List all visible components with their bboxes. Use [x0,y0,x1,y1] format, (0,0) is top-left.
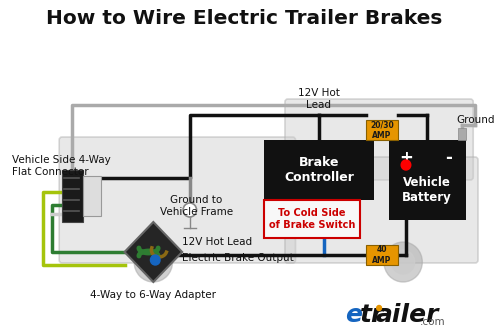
Text: Electric Brake Output: Electric Brake Output [182,253,294,263]
Circle shape [134,242,172,282]
Text: To Cold Side
of Brake Switch: To Cold Side of Brake Switch [268,208,355,230]
Bar [264,200,360,238]
FancyBboxPatch shape [285,157,478,263]
Bar [83,176,100,216]
Bar [264,140,374,200]
Text: -: - [445,149,452,167]
Text: ailer: ailer [375,303,438,327]
FancyBboxPatch shape [59,137,296,263]
Circle shape [142,250,165,274]
Text: e: e [346,303,362,327]
Text: 20/30
AMP: 20/30 AMP [370,120,394,140]
Circle shape [401,160,411,170]
Text: Vehicle Side 4-Way
Flat Connector: Vehicle Side 4-Way Flat Connector [12,155,111,177]
Circle shape [150,255,160,265]
Polygon shape [124,222,182,282]
Circle shape [392,250,414,274]
Bar [366,120,398,140]
Text: tr: tr [360,303,384,327]
Text: 12V Hot Lead: 12V Hot Lead [182,237,252,247]
Text: 12V Hot
Lead: 12V Hot Lead [298,88,340,110]
FancyBboxPatch shape [285,99,473,180]
Text: 4-Way to 6-Way Adapter: 4-Way to 6-Way Adapter [90,290,216,300]
Text: .com: .com [420,317,445,327]
Text: Ground to
Vehicle Frame: Ground to Vehicle Frame [160,195,233,217]
Circle shape [384,242,422,282]
Circle shape [183,203,196,217]
Text: How to Wire Electric Trailer Brakes: How to Wire Electric Trailer Brakes [46,8,443,27]
Circle shape [376,306,382,311]
Text: Ground: Ground [456,115,494,125]
Text: Vehicle
Battery: Vehicle Battery [402,176,452,204]
Bar [62,170,83,222]
Text: Brake
Controller: Brake Controller [284,156,354,184]
Text: +: + [399,149,413,167]
Bar [458,128,466,140]
Bar [366,245,398,265]
Bar [388,140,466,220]
Text: 40
AMP: 40 AMP [372,245,392,265]
